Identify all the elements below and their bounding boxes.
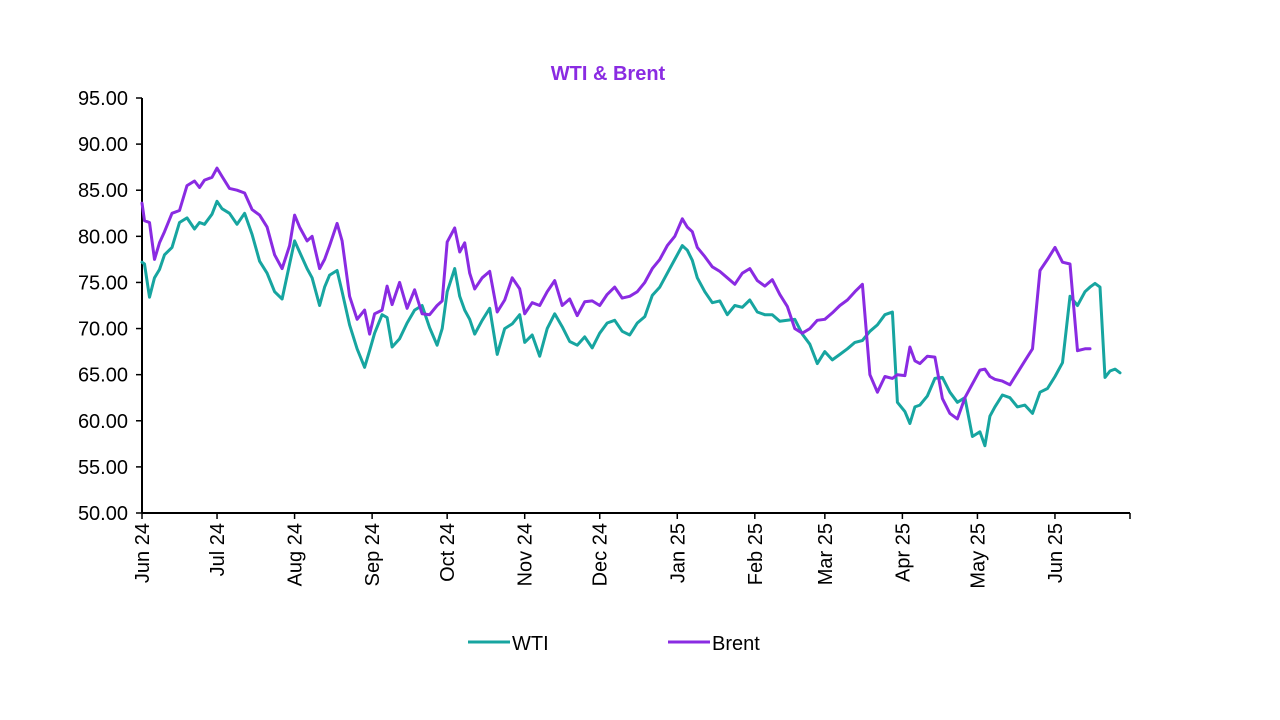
y-tick-label: 60.00: [78, 411, 128, 433]
legend-label-wti: WTI: [512, 633, 549, 655]
y-tick-label: 55.00: [78, 457, 128, 479]
x-tick-label: Apr 25: [892, 523, 914, 582]
x-tick-label: Aug 24: [285, 523, 307, 586]
y-tick-label: 85.00: [78, 180, 128, 202]
x-tick-label: Jun 24: [132, 523, 154, 583]
x-tick-label: Mar 25: [815, 523, 837, 585]
y-tick-label: 80.00: [78, 226, 128, 248]
series-line-brent: [140, 166, 1092, 421]
x-tick-label: Jan 25: [667, 523, 689, 583]
series-line-wti: [140, 199, 1122, 448]
x-tick-label: Dec 24: [590, 523, 612, 586]
y-tick-label: 65.00: [78, 365, 128, 387]
x-tick-label: Sep 24: [362, 523, 384, 586]
y-tick-label: 75.00: [78, 272, 128, 294]
chart-title: WTI & Brent: [551, 63, 666, 85]
x-tick-label: May 25: [967, 523, 989, 589]
y-tick-label: 90.00: [78, 134, 128, 156]
legend-label-brent: Brent: [712, 633, 760, 655]
x-tick-label: Feb 25: [745, 523, 767, 585]
legend: WTI Brent: [468, 633, 760, 655]
series-layer: [140, 166, 1122, 448]
x-tick-label: Nov 24: [515, 523, 537, 586]
axes: 95.00 90.00 85.00 80.00 75.00 70.00 65.00 60.00…: [78, 88, 1131, 589]
x-tick-label: Oct 24: [437, 523, 459, 582]
x-tick-label: Jun 25: [1045, 523, 1067, 583]
y-tick-label: 95.00: [78, 88, 128, 110]
y-tick-label: 50.00: [78, 503, 128, 525]
x-tick-label: Jul 24: [207, 523, 229, 576]
y-tick-label: 70.00: [78, 319, 128, 341]
